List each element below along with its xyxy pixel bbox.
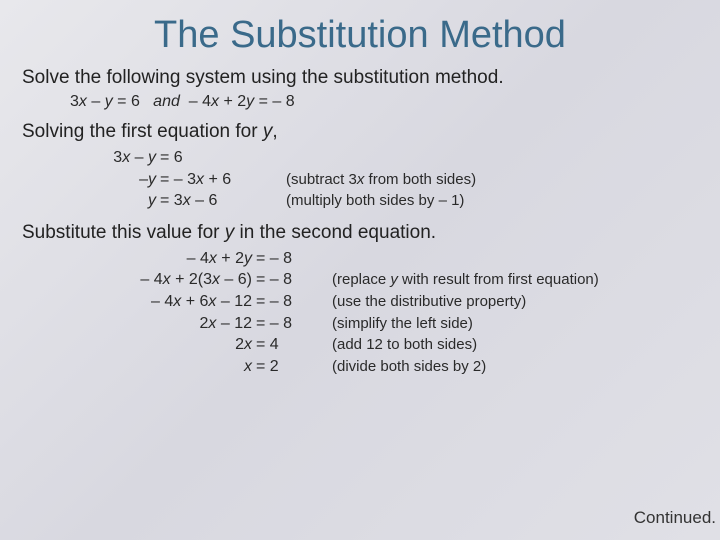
equation-row: 3x – y= 6 (70, 147, 698, 169)
equation-row: y= 3x – 6(multiply both sides by – 1) (70, 190, 698, 212)
equation-explanation: (use the distributive property) (306, 292, 526, 312)
continued-label: Continued. (634, 508, 716, 528)
equation-row: – 4x + 6x – 12= – 8(use the distributive… (70, 291, 698, 313)
equation-rhs: = – 8 (252, 313, 306, 335)
slide-title: The Substitution Method (22, 14, 698, 57)
equation-lhs: 2x (70, 334, 252, 356)
equation-rhs: = – 8 (252, 269, 306, 291)
equation-lhs: – 4x + 6x – 12 (70, 291, 252, 313)
equation-row: 2x= 4(add 12 to both sides) (70, 334, 698, 356)
equation-lhs: –y (70, 169, 156, 191)
step2-text: Substitute this value for y in the secon… (22, 222, 698, 244)
solve-block-2: – 4x + 2y= – 8– 4x + 2(3x – 6)= – 8(repl… (70, 248, 698, 378)
equation-lhs: x (70, 356, 252, 378)
equation-lhs: y (70, 190, 156, 212)
solve-block-1: 3x – y= 6–y= – 3x + 6(subtract 3x from b… (70, 147, 698, 212)
slide: The Substitution Method Solve the follow… (0, 0, 720, 377)
equation-row: – 4x + 2(3x – 6)= – 8(replace y with res… (70, 269, 698, 291)
equation-explanation: (replace y with result from first equati… (306, 270, 599, 290)
equation-explanation: (multiply both sides by – 1) (260, 191, 464, 211)
given-equations: 3x – y = 6 and – 4x + 2y = – 8 (70, 93, 698, 111)
equation-lhs: – 4x + 2y (70, 248, 252, 270)
equation-rhs: = 3x – 6 (156, 190, 260, 212)
equation-rhs: = – 3x + 6 (156, 169, 260, 191)
intro-text: Solve the following system using the sub… (22, 67, 698, 89)
equation-row: – 4x + 2y= – 8 (70, 248, 698, 270)
equation-rhs: = 6 (156, 147, 260, 169)
equation-row: x= 2(divide both sides by 2) (70, 356, 698, 378)
step1-text: Solving the first equation for y, (22, 121, 698, 143)
equation-explanation: (simplify the left side) (306, 314, 473, 334)
equation-explanation: (divide both sides by 2) (306, 357, 486, 377)
equation-row: –y= – 3x + 6(subtract 3x from both sides… (70, 169, 698, 191)
equation-rhs: = – 8 (252, 248, 306, 270)
equation-explanation: (add 12 to both sides) (306, 335, 477, 355)
equation-explanation: (subtract 3x from both sides) (260, 170, 476, 190)
equation-lhs: – 4x + 2(3x – 6) (70, 269, 252, 291)
equation-row: 2x – 12= – 8(simplify the left side) (70, 313, 698, 335)
equation-rhs: = 4 (252, 334, 306, 356)
equation-lhs: 3x – y (70, 147, 156, 169)
equation-lhs: 2x – 12 (70, 313, 252, 335)
equation-rhs: = – 8 (252, 291, 306, 313)
equation-rhs: = 2 (252, 356, 306, 378)
